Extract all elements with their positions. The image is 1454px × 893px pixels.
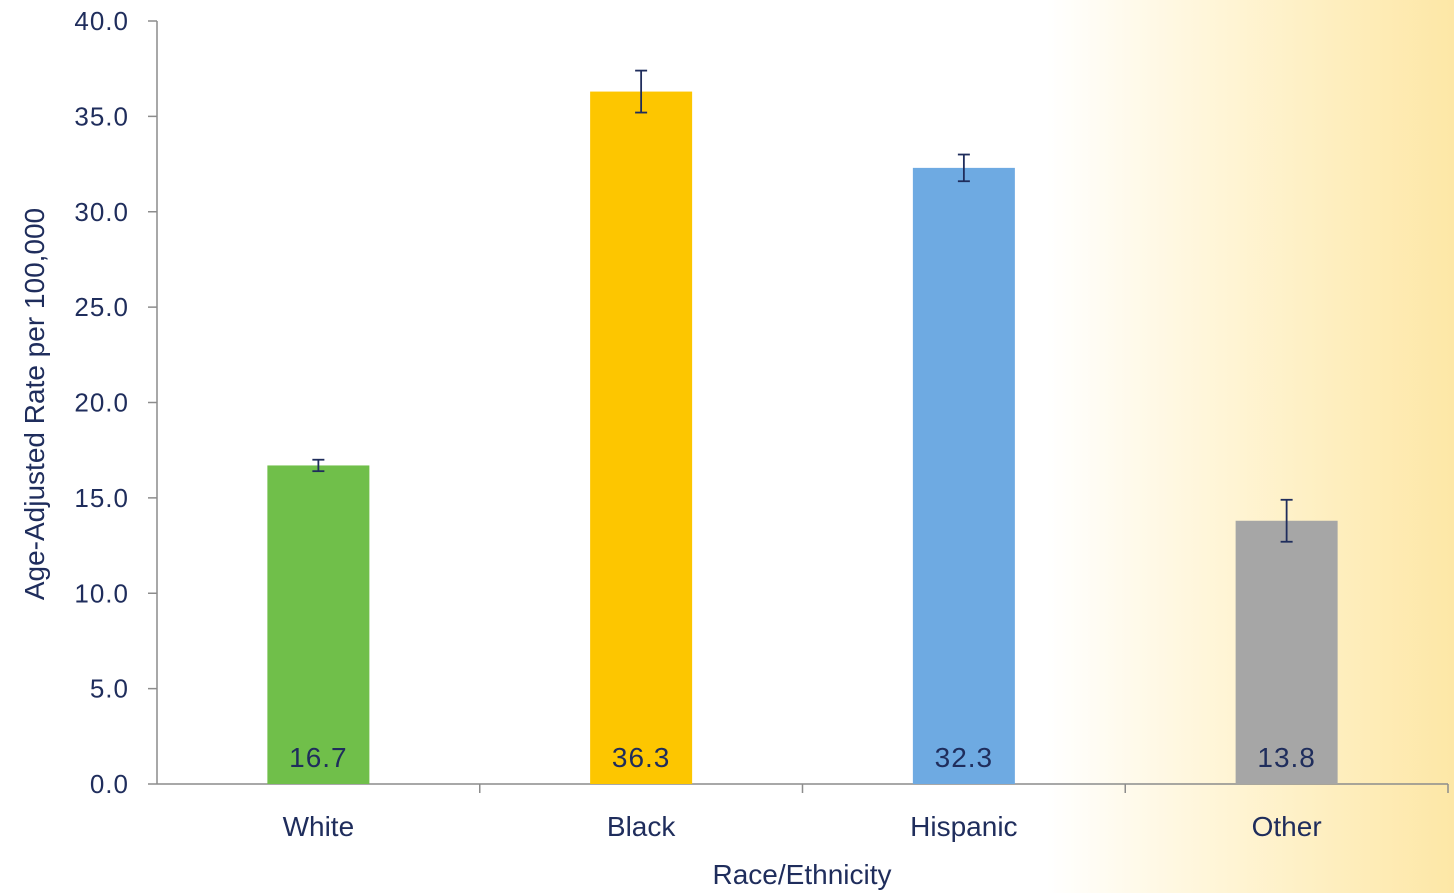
x-tick-label: Other xyxy=(1252,811,1322,842)
bars xyxy=(267,91,1338,784)
bar xyxy=(267,465,370,784)
y-tick-label: 15.0 xyxy=(74,483,129,513)
y-axis-title: Age-Adjusted Rate per 100,000 xyxy=(19,208,50,600)
x-axis-title: Race/Ethnicity xyxy=(713,859,892,890)
y-tick-label: 20.0 xyxy=(74,388,129,418)
y-tick-label: 10.0 xyxy=(74,578,129,608)
y-tick-label: 35.0 xyxy=(74,101,129,131)
y-tick-label: 40.0 xyxy=(74,6,129,36)
data-label: 32.3 xyxy=(935,742,994,773)
y-tick-label: 0.0 xyxy=(90,769,129,799)
data-labels: 16.7 36.3 32.3 13.8 xyxy=(289,742,1316,773)
data-label: 16.7 xyxy=(289,742,348,773)
bar xyxy=(912,167,1015,784)
bar xyxy=(590,91,693,784)
y-axis: 0.0 5.0 10.0 15.0 20.0 25.0 30.0 35.0 40.0 xyxy=(74,6,158,799)
x-axis: White Black Hispanic Other xyxy=(157,783,1449,842)
y-tick-label: 25.0 xyxy=(74,292,129,322)
y-tick-label: 30.0 xyxy=(74,197,129,227)
bar xyxy=(1235,520,1338,784)
x-tick-label: Black xyxy=(607,811,676,842)
error-bars xyxy=(312,69,1293,543)
data-label: 36.3 xyxy=(612,742,671,773)
x-tick-label: Hispanic xyxy=(910,811,1017,842)
x-tick-label: White xyxy=(283,811,355,842)
data-label: 13.8 xyxy=(1257,742,1316,773)
y-tick-label: 5.0 xyxy=(90,674,129,704)
